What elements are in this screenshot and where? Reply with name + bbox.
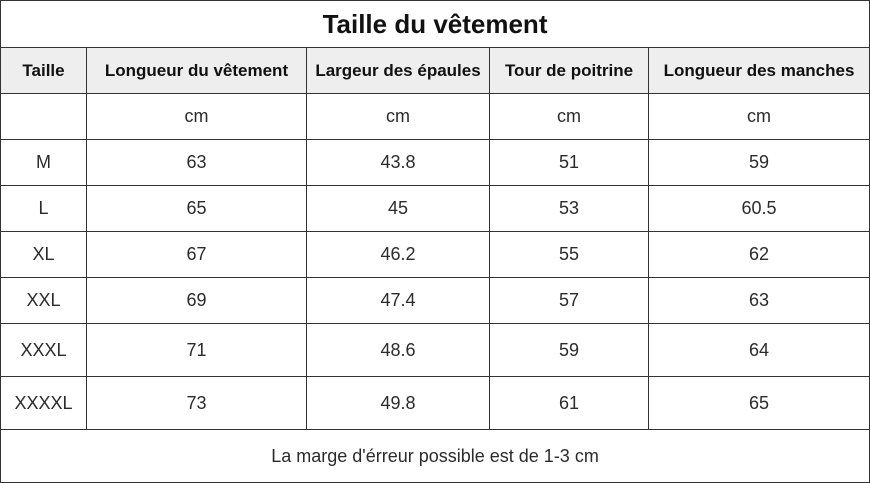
header-row: Taille Longueur du vêtement Largeur des … xyxy=(0,47,870,94)
size-cell: XL xyxy=(0,231,87,278)
size-cell: L xyxy=(0,185,87,232)
value-cell: 65 xyxy=(647,376,870,430)
value-cell: 59 xyxy=(647,139,870,186)
table-row: L 65 45 53 60.5 xyxy=(0,185,870,232)
size-cell: XXL xyxy=(0,277,87,324)
header-size: Taille xyxy=(0,47,87,94)
value-cell: 69 xyxy=(86,277,307,324)
value-cell: 61 xyxy=(489,376,649,430)
table-row: M 63 43.8 51 59 xyxy=(0,139,870,186)
value-cell: 63 xyxy=(86,139,307,186)
value-cell: 47.4 xyxy=(306,277,490,324)
value-cell: 62 xyxy=(647,231,870,278)
value-cell: 60.5 xyxy=(647,185,870,232)
table-row: XXXXL 73 49.8 61 65 xyxy=(0,376,870,430)
size-cell: M xyxy=(0,139,87,186)
size-cell: XXXXL xyxy=(0,376,87,430)
unit-row: cm cm cm cm xyxy=(0,93,870,140)
header-chest: Tour de poitrine xyxy=(489,47,649,94)
table-row: XL 67 46.2 55 62 xyxy=(0,231,870,278)
value-cell: 67 xyxy=(86,231,307,278)
table-row: XXXL 71 48.6 59 64 xyxy=(0,323,870,377)
value-cell: 48.6 xyxy=(306,323,490,377)
size-cell: XXXL xyxy=(0,323,87,377)
unit-cell: cm xyxy=(306,93,490,140)
unit-cell xyxy=(0,93,87,140)
value-cell: 45 xyxy=(306,185,490,232)
value-cell: 55 xyxy=(489,231,649,278)
value-cell: 46.2 xyxy=(306,231,490,278)
value-cell: 65 xyxy=(86,185,307,232)
footnote-row: La marge d'érreur possible est de 1-3 cm xyxy=(0,429,870,483)
table-title: Taille du vêtement xyxy=(0,0,870,48)
title-row: Taille du vêtement xyxy=(0,0,870,48)
header-garment-length: Longueur du vêtement xyxy=(86,47,307,94)
value-cell: 63 xyxy=(647,277,870,324)
footnote: La marge d'érreur possible est de 1-3 cm xyxy=(0,429,870,483)
value-cell: 64 xyxy=(647,323,870,377)
value-cell: 53 xyxy=(489,185,649,232)
unit-cell: cm xyxy=(647,93,870,140)
value-cell: 43.8 xyxy=(306,139,490,186)
value-cell: 73 xyxy=(86,376,307,430)
header-shoulder-width: Largeur des épaules xyxy=(306,47,490,94)
value-cell: 49.8 xyxy=(306,376,490,430)
value-cell: 59 xyxy=(489,323,649,377)
header-sleeve-length: Longueur des manches xyxy=(647,47,870,94)
value-cell: 57 xyxy=(489,277,649,324)
value-cell: 71 xyxy=(86,323,307,377)
unit-cell: cm xyxy=(86,93,307,140)
table-row: XXL 69 47.4 57 63 xyxy=(0,277,870,324)
unit-cell: cm xyxy=(489,93,649,140)
value-cell: 51 xyxy=(489,139,649,186)
